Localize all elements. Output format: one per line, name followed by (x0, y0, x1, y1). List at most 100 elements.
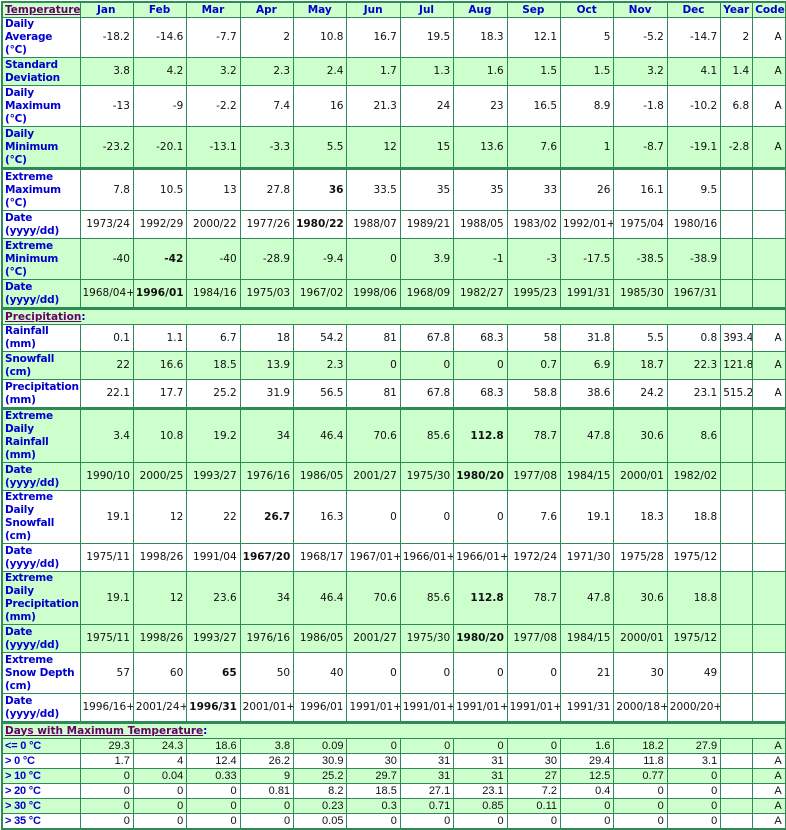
table-cell: 0 (506, 813, 562, 830)
table-cell: 0 (399, 652, 455, 694)
section-link-temperature[interactable]: Temperature (5, 3, 80, 16)
table-cell: 0 (399, 738, 455, 754)
table-cell: 13.6 (453, 126, 508, 170)
table-cell: A (752, 783, 786, 799)
table-cell: 4.2 (132, 57, 188, 86)
table-cell: 29.7 (346, 768, 401, 784)
table-cell: 8.9 (560, 85, 615, 127)
table-cell: 1980/20 (453, 462, 508, 491)
table-cell (720, 279, 754, 310)
table-cell (752, 462, 786, 491)
table-cell: 16.1 (613, 168, 668, 211)
table-cell: 26 (560, 168, 615, 211)
table-cell: 29.4 (560, 753, 615, 769)
row-label: Snowfall (cm) (1, 351, 81, 380)
table-cell: 3.8 (239, 738, 295, 754)
table-cell: 1967/02 (293, 279, 348, 310)
table-cell: 1968/17 (293, 543, 348, 572)
table-cell: 1976/16 (239, 462, 295, 491)
table-cell: 1975/30 (399, 462, 455, 491)
table-cell: 1991/31 (560, 693, 615, 724)
table-cell: 1975/04 (613, 210, 668, 239)
table-cell: 0.05 (293, 813, 348, 830)
table-cell: -40 (186, 238, 241, 280)
table-cell: 85.6 (399, 571, 455, 625)
table-cell: -40 (79, 238, 134, 280)
table-cell: 0.71 (399, 798, 455, 814)
table-cell: 1984/15 (560, 624, 615, 653)
table-cell: -3 (506, 238, 562, 280)
table-cell: 1980/20 (453, 624, 508, 653)
table-cell: 8.2 (293, 783, 348, 799)
section-row: Precipitation: (1, 308, 786, 325)
table-cell: 0 (186, 798, 241, 814)
table-cell: -19.1 (666, 126, 722, 170)
row-label: Date (yyyy/dd) (1, 210, 81, 239)
table-cell: 0 (399, 490, 455, 544)
row-label: Date (yyyy/dd) (1, 624, 81, 653)
table-cell: 12 (132, 571, 188, 625)
table-cell: 0 (666, 783, 722, 799)
table-cell: 0.3 (346, 798, 401, 814)
table-cell: 0.4 (560, 783, 615, 799)
table-cell (752, 238, 786, 280)
table-cell: 112.8 (453, 408, 508, 463)
column-header-aug: Aug (453, 1, 508, 18)
table-row: Daily Maximum (°C) -13 -9 -2.2 7.4 16 21.3 24 23… (1, 85, 786, 127)
section-row: Days with Maximum Temperature: (1, 722, 786, 739)
table-cell: 121.8 (720, 351, 754, 380)
table-cell: 18.5 (346, 783, 401, 799)
table-cell: A (752, 126, 786, 170)
table-cell: 0 (132, 783, 188, 799)
table-row: > 35 °C 0 0 0 0 0.05 0 0 0 0 0 0 0 A (1, 813, 786, 830)
table-cell: A (752, 17, 786, 58)
table-cell: 46.4 (293, 571, 348, 625)
table-cell: 18.2 (613, 738, 668, 754)
table-cell (720, 768, 754, 784)
table-cell: 22 (79, 351, 134, 380)
table-cell: 3.8 (79, 57, 134, 86)
table-cell (720, 408, 754, 463)
table-cell: 0 (346, 738, 401, 754)
table-cell: 0 (453, 490, 508, 544)
table-cell: 3.4 (79, 408, 134, 463)
table-cell (720, 738, 754, 754)
table-cell (720, 490, 754, 544)
table-row: Extreme Maximum (°C) 7.8 10.5 13 27.8 36 33.5 3… (1, 168, 786, 211)
table-cell: 1996/01 (293, 693, 348, 724)
table-cell: 33.5 (346, 168, 401, 211)
table-cell: 1.6 (560, 738, 615, 754)
table-row: Extreme Snow Depth (cm) 57 60 65 50 40 0 0 0 0 21 3… (1, 652, 786, 694)
section-link[interactable]: Days with Maximum Temperature (5, 724, 204, 737)
table-cell: 0 (239, 813, 295, 830)
table-cell: -2.8 (720, 126, 754, 170)
table-cell: 0 (186, 783, 241, 799)
row-label: Date (yyyy/dd) (1, 693, 81, 724)
row-label: Extreme Minimum (°C) (1, 238, 81, 280)
table-cell: 1984/15 (560, 462, 615, 491)
table-cell: 49 (666, 652, 722, 694)
table-cell: 2000/22 (186, 210, 241, 239)
column-header-jun: Jun (346, 1, 401, 18)
table-cell: 3.2 (186, 57, 241, 86)
column-header-dec: Dec (666, 1, 722, 18)
table-cell: 0 (79, 768, 134, 784)
row-label: Extreme Daily Precipitation (mm) (1, 571, 81, 625)
table-row: <= 0 °C 29.3 24.3 18.6 3.8 0.09 0 0 0 0 1.6 18.2 27.… (1, 738, 786, 754)
table-cell: 30.9 (293, 753, 348, 769)
table-cell: A (752, 85, 786, 127)
table-cell: 0 (506, 738, 562, 754)
section-link[interactable]: Precipitation (5, 310, 82, 323)
row-label: Daily Maximum (°C) (1, 85, 81, 127)
table-cell: 10.8 (293, 17, 348, 58)
table-cell: 81 (346, 324, 401, 352)
table-cell: 1977/08 (506, 624, 562, 653)
table-cell: 1976/16 (239, 624, 295, 653)
table-cell: 8.6 (666, 408, 722, 463)
table-cell: -9 (132, 85, 188, 127)
table-cell: 1977/08 (506, 462, 562, 491)
table-cell: 30 (346, 753, 401, 769)
table-cell: 0 (399, 351, 455, 380)
table-cell: 3.1 (666, 753, 722, 769)
